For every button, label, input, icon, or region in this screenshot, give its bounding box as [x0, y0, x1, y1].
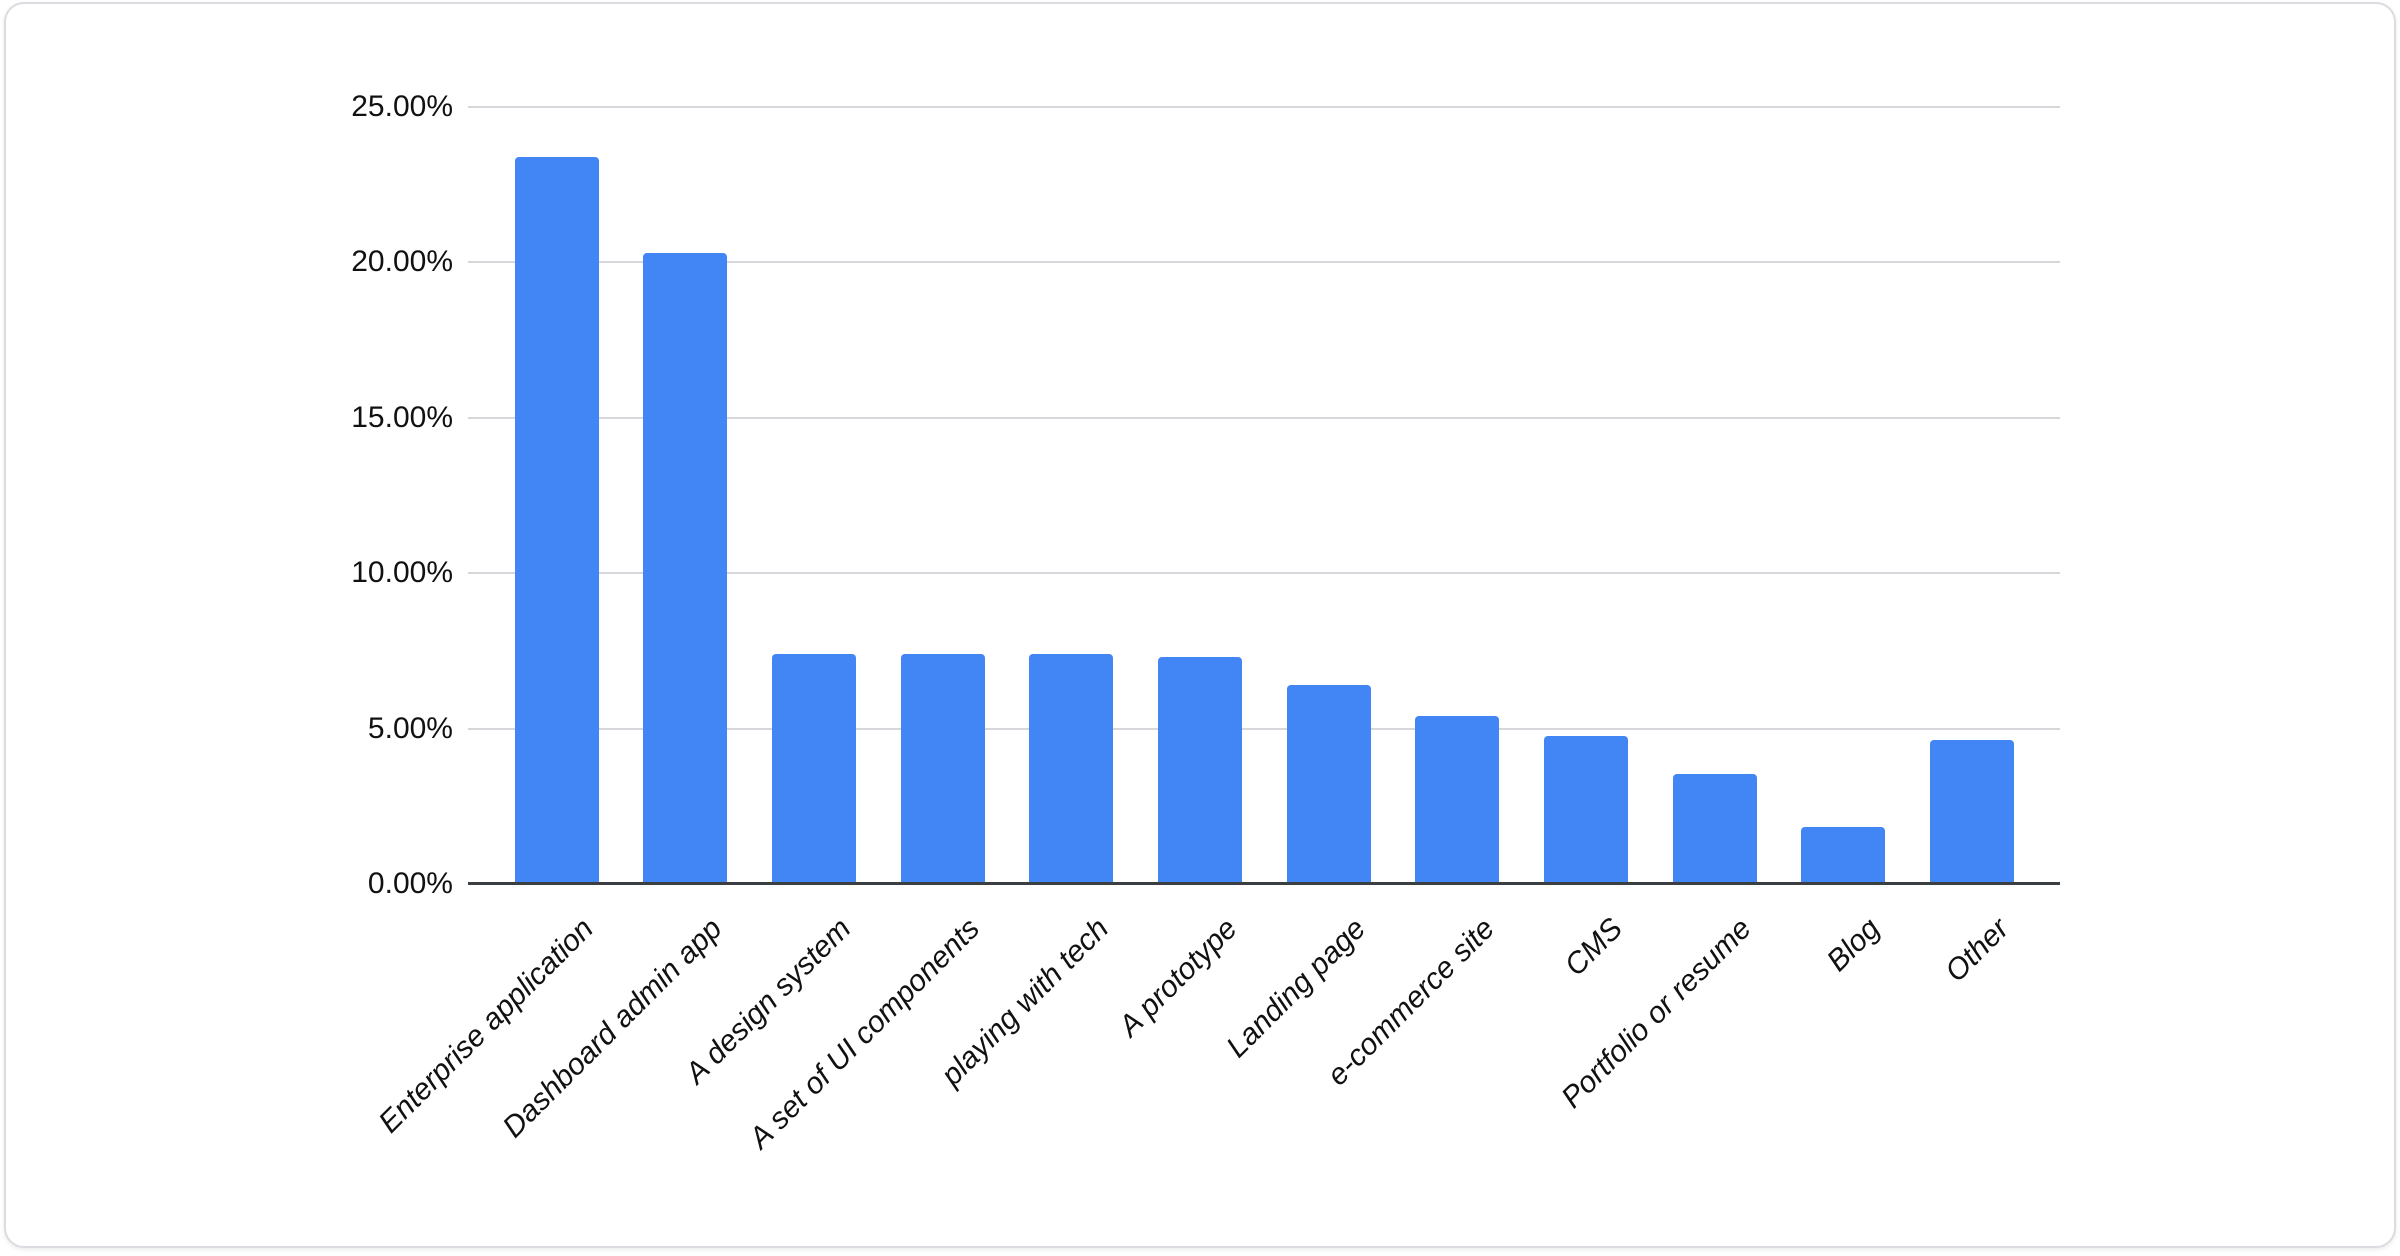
y-axis-tick-label-25: 25.00% [351, 90, 453, 123]
y-axis-tick-label-20: 20.00% [351, 245, 453, 279]
bar-dashboard-admin-app[interactable] [643, 253, 728, 884]
bar-e-commerce-site[interactable] [1415, 716, 1500, 884]
bar-cms[interactable] [1544, 736, 1628, 884]
gridline-5 [468, 727, 2060, 730]
bar-portfolio-or-resume[interactable] [1672, 773, 1757, 884]
bar-other[interactable] [1930, 739, 2014, 884]
gridline-15 [468, 416, 2060, 419]
y-axis-tick-label-10: 10.00% [351, 556, 453, 590]
y-axis-tick-label-0: 0.00% [367, 867, 453, 900]
gridline-10 [468, 572, 2060, 575]
x-axis-line [468, 882, 2060, 885]
x-axis-category-label-enterprise-application: Enterprise application [372, 912, 601, 1140]
x-axis-category-label-other: Other [1938, 912, 2016, 989]
bar-playing-with-tech[interactable] [1029, 654, 1114, 884]
bar-a-set-of-ui-components[interactable] [900, 654, 985, 884]
bar-a-prototype[interactable] [1158, 657, 1242, 884]
x-axis-category-label-blog: Blog [1820, 912, 1887, 978]
x-axis-category-label-a-set-of-ui-components: A set of UI components [742, 912, 987, 1156]
chart-card [4, 2, 2396, 1248]
bar-a-design-system[interactable] [772, 654, 856, 884]
gridline-20 [468, 261, 2060, 264]
bar-landing-page[interactable] [1286, 685, 1371, 884]
x-axis-category-label-dashboard-admin-app: Dashboard admin app [496, 912, 729, 1145]
gridline-25 [468, 106, 2060, 108]
bar-enterprise-application[interactable] [514, 156, 599, 884]
y-axis-tick-label-5: 5.00% [367, 711, 453, 745]
y-axis-tick-label-15: 15.00% [351, 400, 453, 434]
x-axis-category-label-a-prototype: A prototype [1112, 912, 1244, 1044]
bar-blog[interactable] [1801, 826, 1886, 884]
x-axis-category-label-cms: CMS [1558, 912, 1630, 983]
